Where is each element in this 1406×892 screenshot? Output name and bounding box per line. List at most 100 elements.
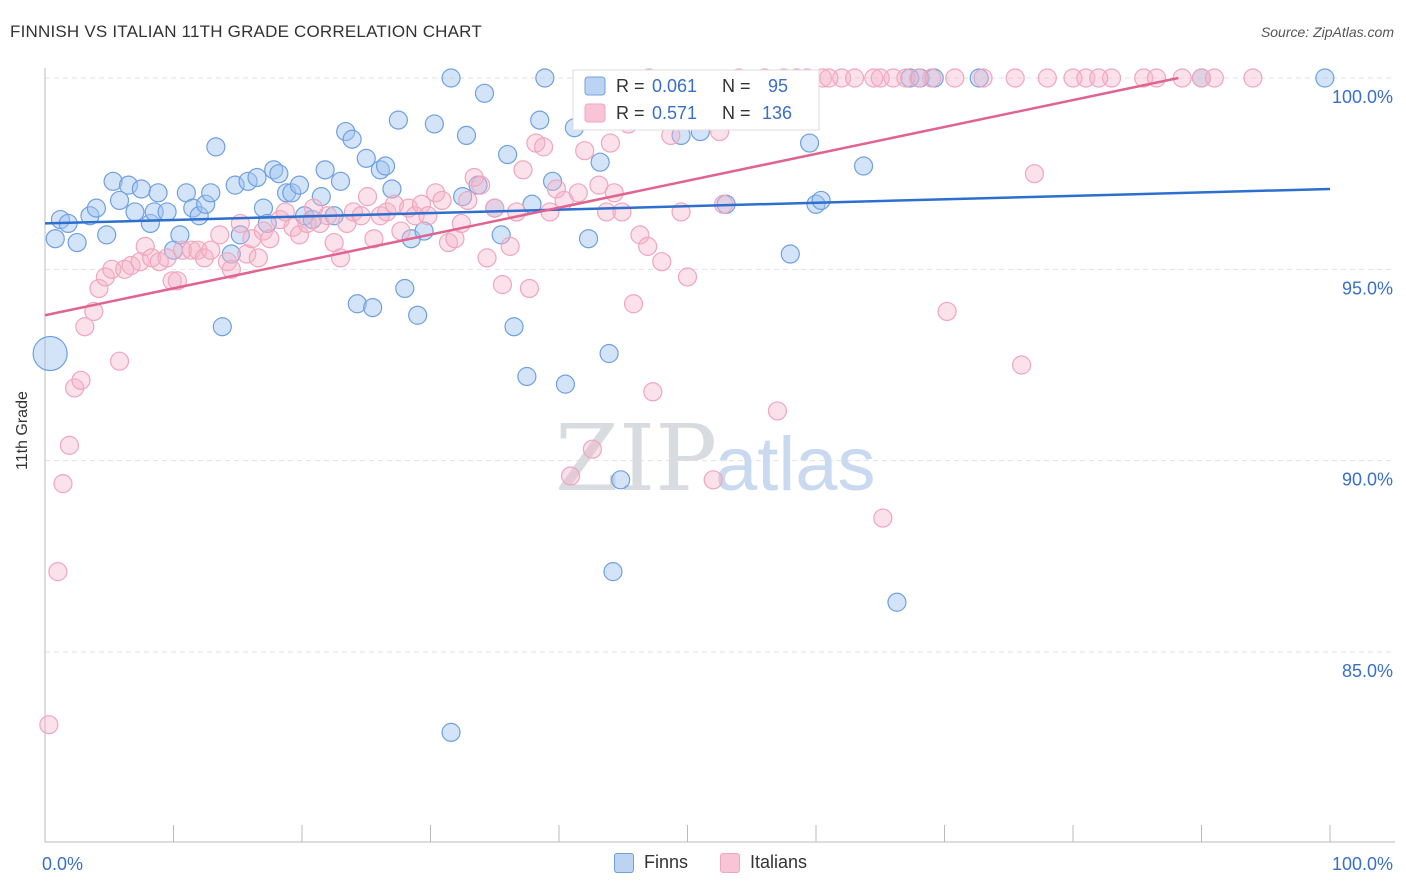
italians-point-129 xyxy=(973,68,993,88)
finns-point-35 xyxy=(282,183,302,203)
watermark-atlas: atlas xyxy=(715,422,876,507)
italians-point-85 xyxy=(612,202,632,222)
watermark-zip: ZIP xyxy=(555,405,717,512)
legend-item-finns: Finns xyxy=(614,852,688,873)
italians-point-105 xyxy=(844,68,865,88)
finns-point-10 xyxy=(125,202,145,222)
italians-point-69 xyxy=(500,236,520,256)
italians-point-89 xyxy=(638,236,658,256)
italians-point-122 xyxy=(1204,68,1224,88)
italians-point-11 xyxy=(109,351,130,371)
y-tick-label-2: 95.0% xyxy=(1342,278,1393,298)
legend-item-italians: Italians xyxy=(720,852,807,873)
italians-point-94 xyxy=(677,267,698,287)
finns-point-82 xyxy=(806,194,826,214)
finns-point-5 xyxy=(86,198,107,218)
italians-point-15 xyxy=(135,236,155,256)
italians-trend-line xyxy=(44,76,1179,317)
italians-point-123 xyxy=(1243,68,1263,88)
finns-point-12 xyxy=(140,213,160,234)
italians-point-100 xyxy=(767,401,788,421)
italians-point-96 xyxy=(703,470,723,490)
italians-point-106 xyxy=(864,68,884,88)
legend-r-label-finns: R = xyxy=(616,76,645,96)
finns-point-65 xyxy=(517,366,537,387)
italians-point-0 xyxy=(39,715,59,735)
italians-point-28 xyxy=(221,259,241,279)
italians-point-67 xyxy=(485,198,505,218)
italians-point-134 xyxy=(600,133,621,153)
finns-point-67 xyxy=(530,110,550,130)
italians-point-88 xyxy=(630,225,650,245)
italians-point-6 xyxy=(75,317,95,337)
x-tick-label-1: 100.0% xyxy=(1332,854,1393,874)
finns-point-83 xyxy=(811,190,831,211)
finns-point-15 xyxy=(157,202,177,222)
italians-point-58 xyxy=(426,183,446,203)
finns-point-56 xyxy=(424,114,444,134)
finns-point-92 xyxy=(32,335,68,372)
legend-swatch-finns xyxy=(584,76,606,96)
italians-point-64 xyxy=(464,167,484,188)
finns-point-21 xyxy=(196,194,216,214)
finns-point-23 xyxy=(206,137,226,157)
finns-point-74 xyxy=(599,343,619,364)
italians-point-14 xyxy=(130,252,150,272)
italians-point-126 xyxy=(819,68,839,88)
italians-point-115 xyxy=(1024,164,1045,184)
italians-point-5 xyxy=(71,370,91,390)
italians-point-81 xyxy=(582,439,603,459)
italians-point-1 xyxy=(48,562,68,582)
finns-point-54 xyxy=(408,305,428,325)
finns-point-51 xyxy=(388,110,408,130)
chart-title: FINNISH VS ITALIAN 11TH GRADE CORRELATIO… xyxy=(10,22,482,41)
bottom-legend: Finns Italians xyxy=(614,852,839,873)
finns-point-42 xyxy=(330,171,351,191)
italians-point-33 xyxy=(253,221,274,241)
legend-box: R = 0.061 N = 95 R = 0.571 N = 136 xyxy=(572,69,820,131)
italians-point-20 xyxy=(167,271,187,291)
italians-point-82 xyxy=(589,175,609,195)
finns-point-80 xyxy=(780,244,800,264)
finns-point-61 xyxy=(474,83,495,103)
italians-point-90 xyxy=(643,382,663,402)
italians-point-51 xyxy=(377,202,397,222)
finns-point-14 xyxy=(148,183,168,203)
italians-point-107 xyxy=(873,508,893,528)
finns-point-29 xyxy=(247,167,267,188)
italians-point-111 xyxy=(937,301,957,322)
finns-point-26 xyxy=(225,175,245,195)
finns-point-39 xyxy=(311,187,331,207)
italians-point-76 xyxy=(546,179,567,199)
italians-point-9 xyxy=(95,267,115,287)
finns-point-57 xyxy=(441,68,461,88)
italians-point-131 xyxy=(1089,68,1109,88)
italians-point-32 xyxy=(248,248,268,268)
italians-point-87 xyxy=(623,294,644,314)
italians-point-91 xyxy=(652,252,672,272)
finns-point-72 xyxy=(578,229,599,249)
italians-point-26 xyxy=(210,225,230,245)
finns-point-93 xyxy=(441,722,461,742)
axes xyxy=(44,68,1395,843)
italians-point-8 xyxy=(89,278,109,299)
italians-point-49 xyxy=(364,229,384,249)
finns-point-9 xyxy=(118,175,139,195)
finns-point-76 xyxy=(611,470,631,490)
italians-point-65 xyxy=(471,175,491,195)
italians-point-78 xyxy=(560,466,581,486)
finns-point-43 xyxy=(336,121,356,142)
finns-point-0 xyxy=(45,229,65,249)
finns-point-81 xyxy=(799,133,820,153)
italians-point-128 xyxy=(909,68,929,88)
finns-point-48 xyxy=(370,160,390,180)
italians-point-30 xyxy=(237,244,257,264)
legend-r-value-italians: 0.571 xyxy=(652,103,697,123)
watermark: ZIP atlas xyxy=(555,405,876,512)
finns-point-85 xyxy=(887,592,907,612)
finns-point-47 xyxy=(363,298,383,318)
y-tick-label-1: 90.0% xyxy=(1342,470,1393,490)
finns-point-59 xyxy=(456,125,477,145)
finns-point-32 xyxy=(264,160,284,180)
italians-point-18 xyxy=(157,248,177,268)
